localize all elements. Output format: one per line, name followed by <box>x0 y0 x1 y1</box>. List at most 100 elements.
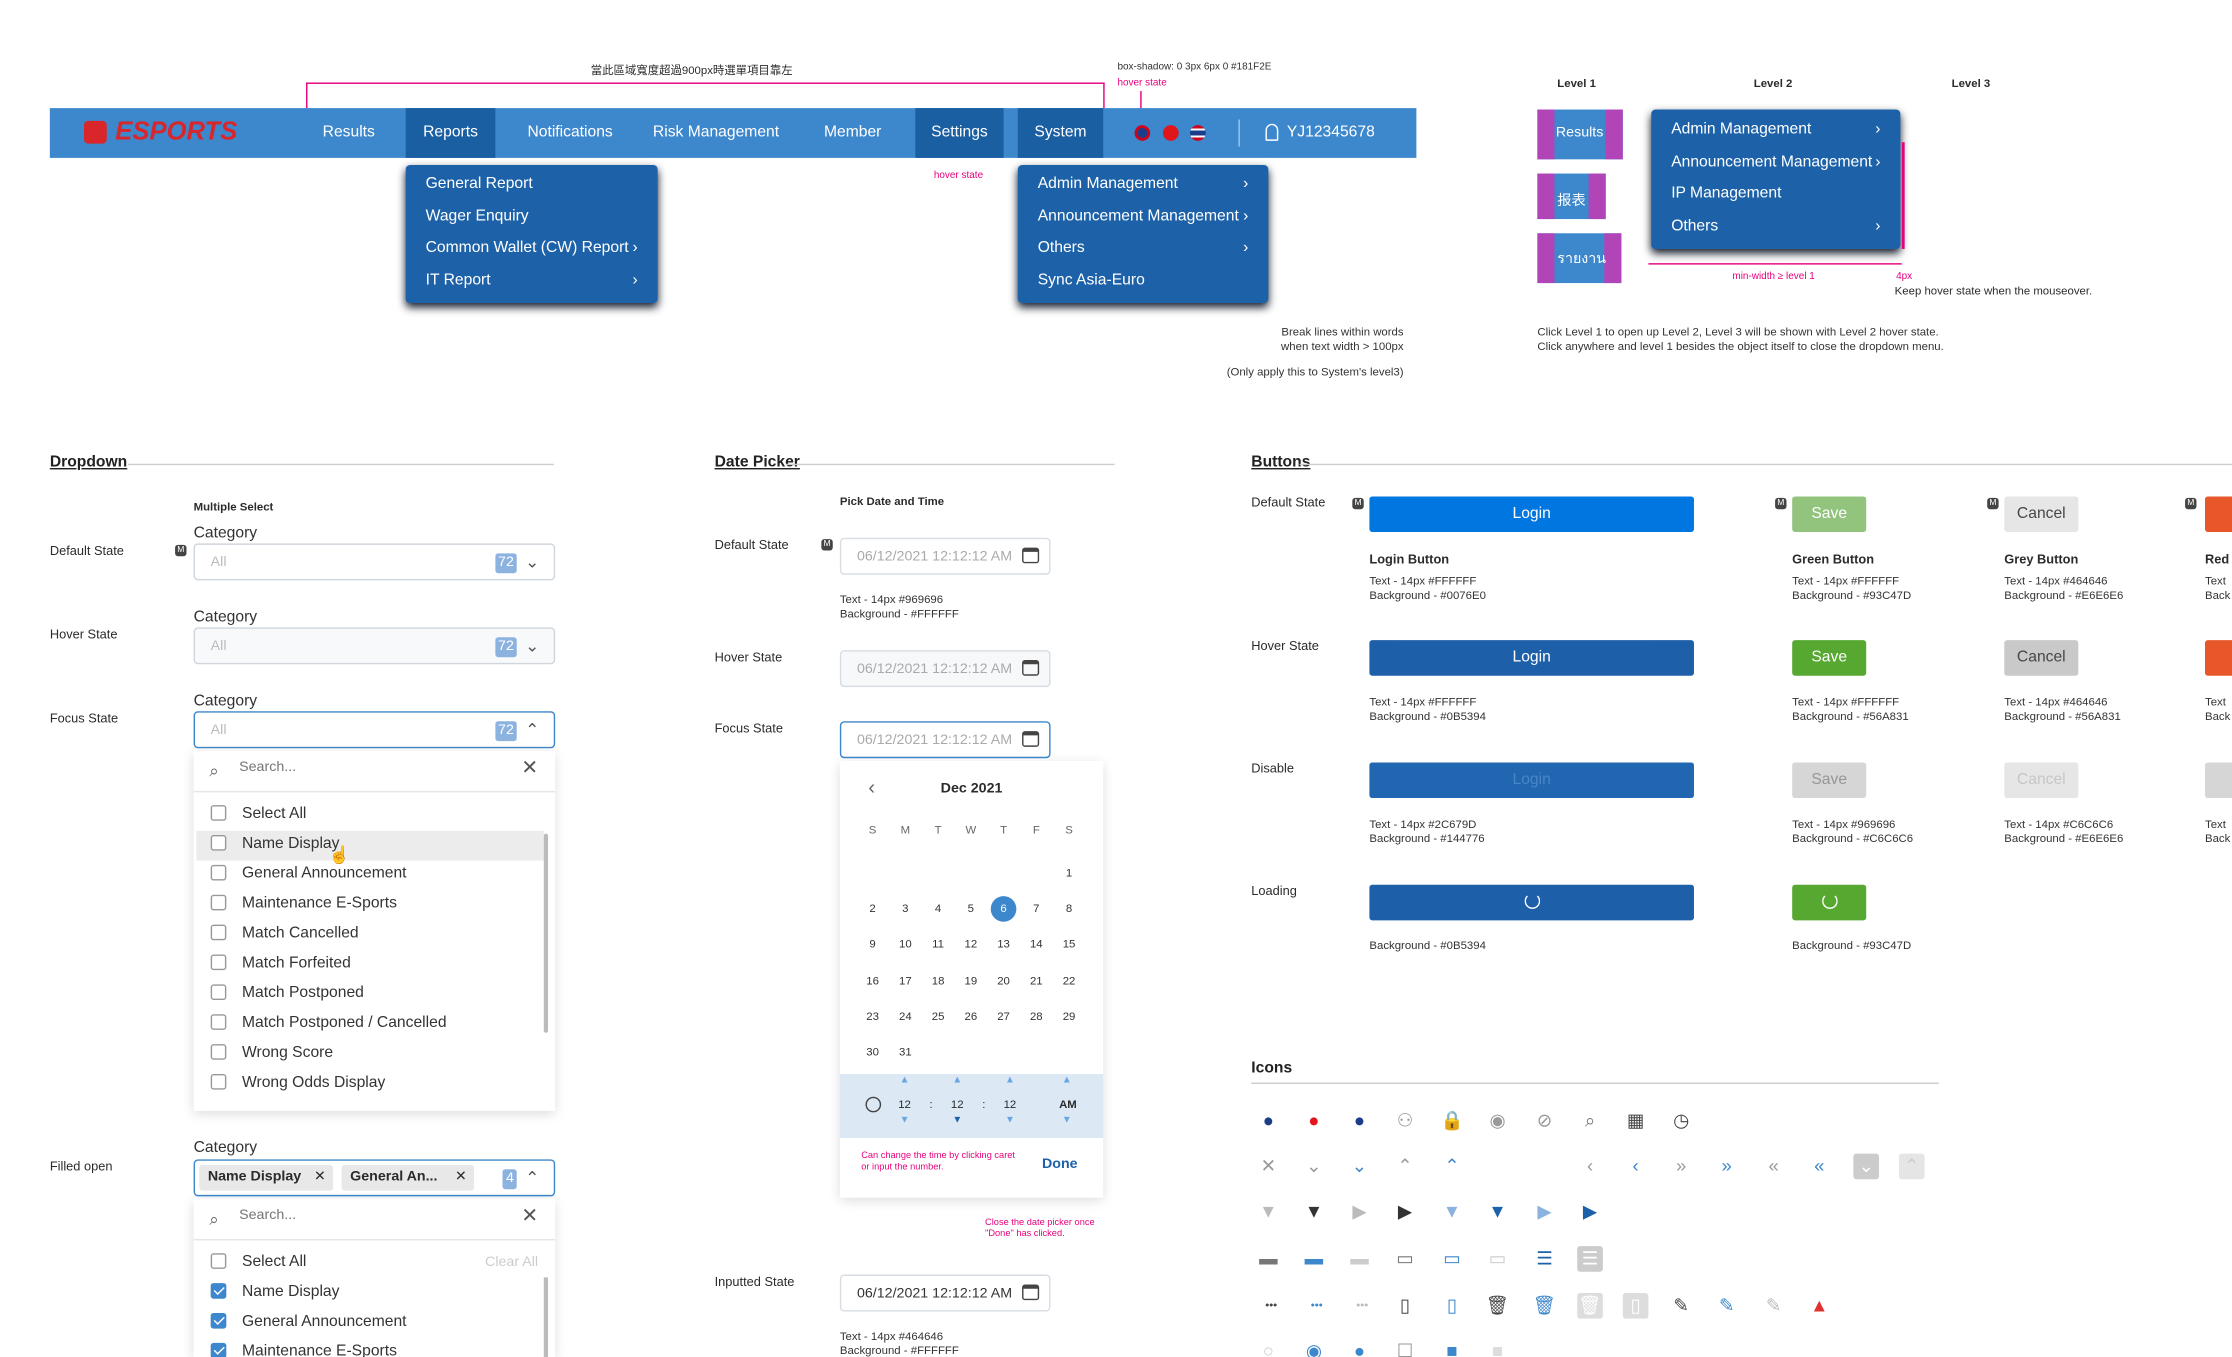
category-select-hover[interactable]: All 72 ⌄ <box>193 627 556 665</box>
option-item[interactable]: Name Display <box>210 829 339 859</box>
calendar-day[interactable]: 3 <box>902 902 909 915</box>
user-icon[interactable] <box>1265 123 1279 141</box>
calendar-day[interactable]: 24 <box>899 1009 912 1023</box>
calendar-day[interactable]: 29 <box>1062 1009 1076 1023</box>
calendar-day[interactable]: 4 <box>934 902 942 915</box>
category-select-filled[interactable]: Name Display ✕ General An... ✕ 4 ⌃ <box>193 1159 556 1197</box>
calendar-day[interactable]: 20 <box>997 973 1010 987</box>
level2-announcement[interactable]: Announcement Management › <box>1671 152 1881 170</box>
calendar-day[interactable]: 1 <box>1065 866 1073 880</box>
option-item[interactable]: Match Cancelled <box>210 919 359 949</box>
nav-notifications[interactable]: Notifications <box>527 123 613 141</box>
calendar-day[interactable]: 23 <box>866 1009 879 1023</box>
caret-down-icon[interactable]: ▼ <box>899 1115 910 1126</box>
cancel-button-hover[interactable]: Cancel <box>2004 640 2079 676</box>
calendar-day[interactable]: 25 <box>931 1009 945 1023</box>
calendar-day[interactable]: 31 <box>899 1045 912 1059</box>
level1-cn[interactable]: 报表 <box>1537 173 1606 220</box>
username[interactable]: YJ12345678 <box>1286 123 1375 141</box>
level1-results[interactable]: Results <box>1537 109 1623 160</box>
category-select-default[interactable]: All 72 ⌄ <box>193 543 556 581</box>
calendar-day[interactable]: 28 <box>1029 1009 1043 1023</box>
hour-value[interactable]: 12 <box>898 1098 911 1111</box>
minute-value[interactable]: 12 <box>950 1098 964 1111</box>
close-icon[interactable]: ✕ <box>521 755 539 779</box>
date-input-focus[interactable]: 06/12/2021 12:12:12 AM <box>839 721 1051 759</box>
nav-member[interactable]: Member <box>823 123 882 141</box>
search-input[interactable] <box>239 759 496 776</box>
caret-down-icon[interactable]: ▼ <box>1004 1115 1015 1126</box>
calendar-day[interactable]: 7 <box>1033 902 1040 915</box>
calendar-day[interactable]: 18 <box>931 973 945 987</box>
chevron-left-icon[interactable]: ‹ <box>868 775 875 799</box>
search-input[interactable] <box>239 1207 496 1224</box>
red-button-hover[interactable] <box>2205 640 2232 676</box>
caret-up-icon[interactable]: ▲ <box>1061 1075 1072 1086</box>
calendar-day[interactable]: 6 <box>990 896 1017 923</box>
nav-system[interactable]: System <box>1017 108 1104 158</box>
option-item[interactable]: Match Forfeited <box>210 949 351 979</box>
second-value[interactable]: 12 <box>1003 1098 1017 1111</box>
option-item[interactable]: Match Postponed <box>210 979 364 1009</box>
calendar-day[interactable]: 14 <box>1029 937 1043 951</box>
close-icon[interactable]: ✕ <box>521 1203 539 1227</box>
nav-risk-management[interactable]: Risk Management <box>652 123 780 141</box>
date-input-filled[interactable]: 06/12/2021 12:12:12 AM <box>839 1274 1051 1312</box>
option-item[interactable]: General Announcement <box>210 1307 407 1337</box>
calendar-day[interactable]: 2 <box>869 902 876 915</box>
calendar-day[interactable]: 11 <box>932 937 945 951</box>
menu-item-cw-report[interactable]: Common Wallet (CW) Report › <box>406 232 658 264</box>
calendar-day[interactable]: 19 <box>964 973 978 987</box>
level2-ip[interactable]: IP Management <box>1671 184 1782 202</box>
cancel-button[interactable]: Cancel <box>2004 496 2079 533</box>
save-button[interactable]: Save <box>1792 496 1867 533</box>
option-item[interactable]: Name Display <box>210 1277 339 1307</box>
caret-down-icon[interactable]: ▼ <box>952 1115 963 1126</box>
menu-item-others[interactable]: Others › <box>1018 232 1269 264</box>
scrollbar[interactable] <box>543 833 549 1033</box>
calendar-day[interactable]: 30 <box>866 1045 879 1059</box>
date-input-default[interactable]: 06/12/2021 12:12:12 AM <box>839 537 1051 575</box>
category-select-focus[interactable]: All 72 ⌃ <box>193 711 556 749</box>
login-button[interactable]: Login <box>1369 496 1694 533</box>
option-item[interactable]: Match Postponed / Cancelled <box>210 1009 447 1039</box>
nav-reports[interactable]: Reports <box>405 108 496 158</box>
caret-up-icon[interactable]: ▲ <box>1004 1075 1015 1086</box>
calendar-day[interactable]: 13 <box>997 937 1010 951</box>
option-item[interactable]: Maintenance E-Sports <box>210 1337 397 1357</box>
calendar-day[interactable]: 12 <box>964 937 978 951</box>
level2-others[interactable]: Others › <box>1671 216 1881 235</box>
calendar-day[interactable]: 9 <box>869 937 876 951</box>
login-button-hover[interactable]: Login <box>1369 640 1694 676</box>
calendar-day[interactable]: 16 <box>866 973 879 987</box>
menu-item-announcement-management[interactable]: Announcement Management › <box>1018 200 1269 232</box>
calendar-day[interactable]: 8 <box>1065 902 1073 915</box>
nav-settings[interactable]: Settings <box>915 108 1004 158</box>
flag-cn-icon[interactable] <box>1162 125 1179 141</box>
caret-up-icon[interactable]: ▲ <box>899 1075 910 1086</box>
clear-all-link[interactable]: Clear All <box>485 1254 539 1271</box>
flag-th-icon[interactable] <box>1190 125 1206 141</box>
menu-item-it-report[interactable]: IT Report › <box>406 264 658 296</box>
nav-results[interactable]: Results <box>322 123 375 141</box>
save-button-hover[interactable]: Save <box>1792 640 1867 676</box>
calendar-day[interactable]: 15 <box>1062 937 1076 951</box>
select-all-option[interactable]: Select All <box>210 799 306 829</box>
calendar-day[interactable]: 5 <box>967 902 974 915</box>
calendar-day[interactable]: 26 <box>964 1009 978 1023</box>
calendar-day[interactable]: 27 <box>997 1009 1010 1023</box>
menu-item-sync[interactable]: Sync Asia-Euro <box>1037 270 1145 289</box>
calendar-day[interactable]: 21 <box>1029 973 1043 987</box>
done-button[interactable]: Done <box>1042 1156 1078 1173</box>
option-item[interactable]: Maintenance E-Sports <box>210 889 397 919</box>
calendar-day[interactable]: 17 <box>899 973 912 987</box>
menu-item-wager-enquiry[interactable]: Wager Enquiry <box>425 206 529 225</box>
select-all-option[interactable]: Select All <box>210 1248 306 1278</box>
chip[interactable]: General An... ✕ <box>341 1165 475 1191</box>
option-item[interactable]: General Announcement <box>210 859 407 889</box>
caret-down-icon[interactable]: ▼ <box>1061 1115 1072 1126</box>
level1-th[interactable]: รายงาน <box>1537 233 1622 284</box>
calendar-day[interactable]: 22 <box>1062 973 1076 987</box>
menu-item-general-report[interactable]: General Report <box>425 174 533 193</box>
flag-uk-icon[interactable] <box>1134 125 1151 141</box>
